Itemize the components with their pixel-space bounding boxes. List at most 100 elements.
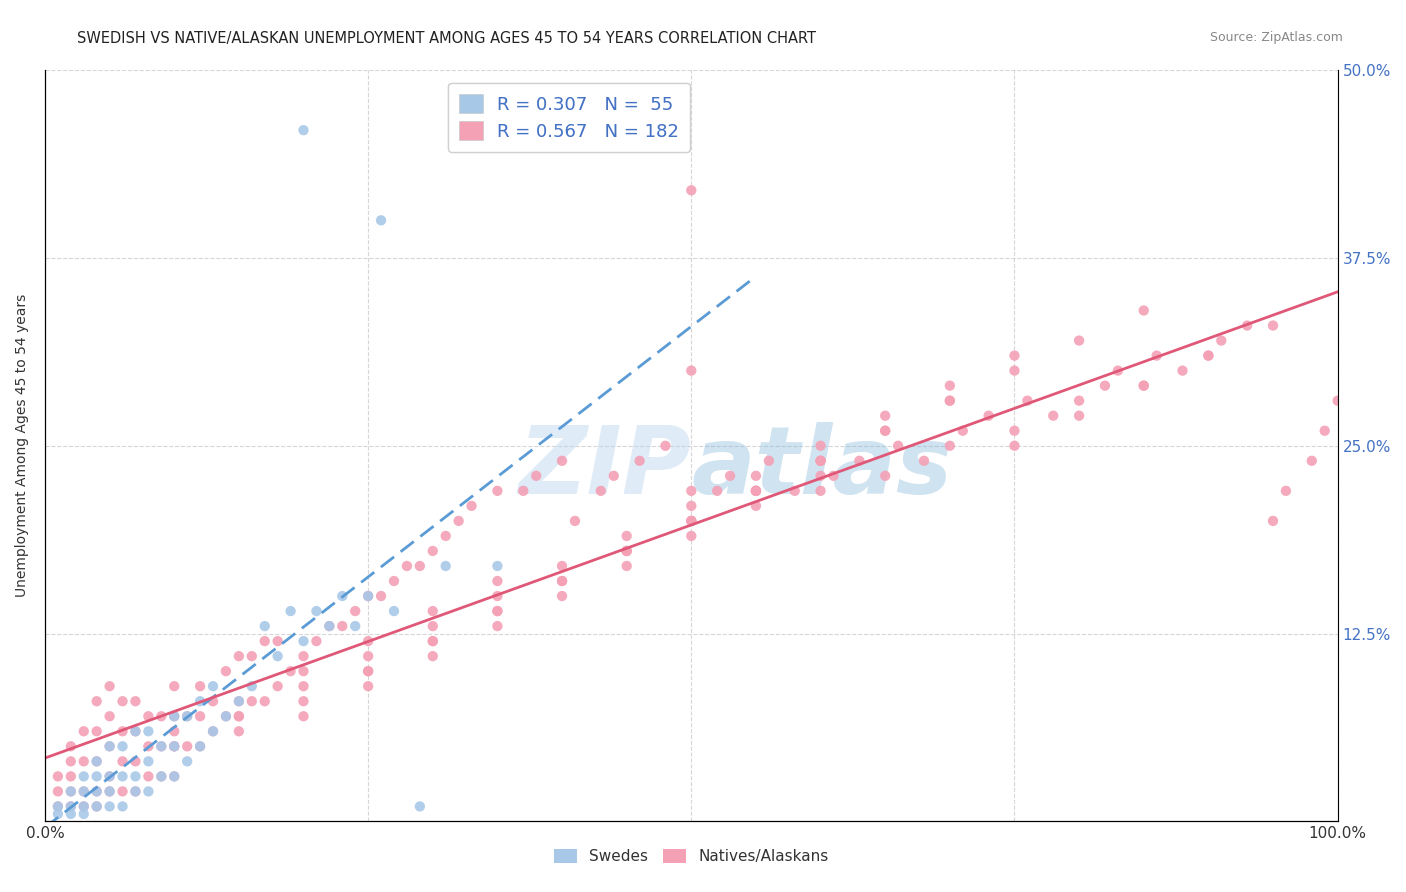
Point [654, 439, 676, 453]
Point [86, 694, 108, 708]
Point [1107, 363, 1129, 377]
Point [357, 679, 380, 693]
Point [138, 709, 160, 723]
Point [138, 755, 160, 769]
Point [409, 799, 432, 814]
Point [59, 769, 82, 783]
Point [823, 468, 845, 483]
Point [138, 769, 160, 783]
Point [551, 574, 574, 588]
Point [939, 393, 962, 408]
Legend: R = 0.307   N =  55, R = 0.567   N = 182: R = 0.307 N = 55, R = 0.567 N = 182 [449, 83, 690, 152]
Point [150, 709, 173, 723]
Point [86, 769, 108, 783]
Point [783, 483, 806, 498]
Point [875, 424, 897, 438]
Point [486, 574, 509, 588]
Point [86, 724, 108, 739]
Point [86, 784, 108, 798]
Point [681, 363, 703, 377]
Point [524, 468, 547, 483]
Point [266, 649, 288, 664]
Point [706, 483, 728, 498]
Point [86, 784, 108, 798]
Point [73, 724, 96, 739]
Point [1004, 439, 1026, 453]
Point [422, 634, 444, 648]
Point [98, 679, 121, 693]
Point [589, 483, 612, 498]
Point [486, 604, 509, 618]
Point [681, 514, 703, 528]
Point [111, 755, 134, 769]
Point [188, 739, 211, 754]
Point [422, 544, 444, 558]
Point [1313, 424, 1336, 438]
Point [240, 679, 263, 693]
Point [318, 619, 340, 633]
Point [124, 769, 146, 783]
Point [176, 709, 198, 723]
Point [564, 514, 586, 528]
Point [875, 468, 897, 483]
Point [228, 724, 250, 739]
Point [422, 619, 444, 633]
Point [124, 724, 146, 739]
Point [628, 454, 651, 468]
Point [681, 483, 703, 498]
Text: Source: ZipAtlas.com: Source: ZipAtlas.com [1209, 31, 1343, 45]
Point [1094, 378, 1116, 392]
Point [1197, 349, 1219, 363]
Point [176, 739, 198, 754]
Point [810, 468, 832, 483]
Point [1004, 363, 1026, 377]
Point [59, 784, 82, 798]
Point [551, 574, 574, 588]
Point [253, 619, 276, 633]
Point [616, 529, 638, 543]
Point [382, 574, 405, 588]
Point [875, 409, 897, 423]
Point [718, 468, 741, 483]
Point [98, 769, 121, 783]
Point [59, 755, 82, 769]
Point [745, 483, 768, 498]
Point [952, 424, 974, 438]
Point [460, 499, 482, 513]
Point [111, 784, 134, 798]
Point [46, 799, 69, 814]
Point [603, 468, 626, 483]
Point [124, 755, 146, 769]
Point [447, 514, 470, 528]
Point [848, 454, 870, 468]
Point [875, 424, 897, 438]
Point [1197, 349, 1219, 363]
Point [86, 799, 108, 814]
Point [409, 559, 432, 574]
Point [486, 604, 509, 618]
Point [292, 679, 315, 693]
Point [939, 393, 962, 408]
Point [977, 409, 1000, 423]
Point [215, 709, 238, 723]
Point [370, 589, 392, 603]
Y-axis label: Unemployment Among Ages 45 to 54 years: Unemployment Among Ages 45 to 54 years [15, 294, 30, 598]
Point [1146, 349, 1168, 363]
Point [1069, 334, 1091, 348]
Point [357, 634, 380, 648]
Point [434, 529, 457, 543]
Point [124, 694, 146, 708]
Point [240, 694, 263, 708]
Point [98, 769, 121, 783]
Point [253, 634, 276, 648]
Point [280, 604, 302, 618]
Point [1069, 393, 1091, 408]
Point [150, 739, 173, 754]
Point [228, 709, 250, 723]
Point [111, 769, 134, 783]
Point [202, 724, 225, 739]
Point [1004, 349, 1026, 363]
Point [240, 649, 263, 664]
Point [59, 739, 82, 754]
Point [330, 619, 353, 633]
